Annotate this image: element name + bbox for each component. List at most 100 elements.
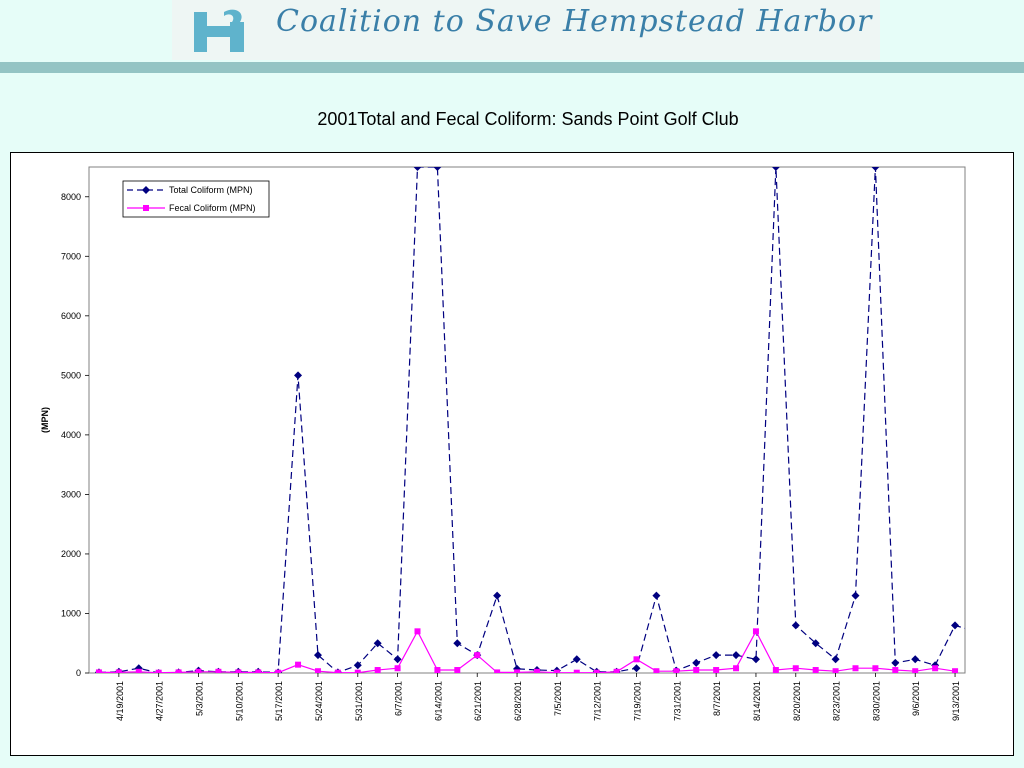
chart-frame: 0 1000 2000 3000 4000 5000 6000 7000 8000 4/19/2… (10, 152, 1014, 756)
chart-title: 2001Total and Fecal Coliform: Sands Poin… (317, 109, 739, 129)
y-tick-label: 4000 (61, 430, 81, 440)
data-point (433, 167, 442, 171)
data-point (652, 591, 661, 600)
data-point (891, 658, 900, 667)
data-point (771, 167, 780, 171)
x-tick-label: 7/31/2001 (672, 681, 682, 721)
data-point (772, 667, 779, 673)
data-point (792, 665, 799, 672)
data-point (374, 667, 381, 673)
x-tick-label: 8/30/2001 (871, 681, 881, 721)
data-point (553, 669, 560, 673)
data-point (633, 656, 640, 663)
x-tick-label: 6/14/2001 (433, 681, 443, 721)
data-point (713, 667, 720, 673)
data-point (393, 655, 402, 664)
data-point (791, 621, 800, 630)
data-point (493, 591, 502, 600)
hh-logo-icon (194, 9, 244, 52)
data-point (573, 669, 580, 673)
x-tick-label: 8/20/2001 (792, 681, 802, 721)
data-point (434, 667, 441, 673)
x-tick-label: 9/6/2001 (911, 681, 921, 716)
data-point (313, 651, 322, 660)
data-point (632, 664, 641, 673)
legend-fecal-label: Fecal Coliform (MPN) (169, 203, 256, 213)
data-point (115, 669, 122, 673)
x-tick-label: 8/23/2001 (832, 681, 842, 721)
x-tick-label: 7/19/2001 (633, 681, 643, 721)
data-point (912, 668, 919, 673)
data-point (294, 371, 303, 380)
data-point (831, 655, 840, 664)
data-point (314, 668, 321, 673)
data-point (95, 669, 102, 673)
y-axis-title: (MPN) (40, 407, 50, 433)
data-point (692, 658, 701, 667)
series-1 (95, 628, 959, 673)
data-point (872, 665, 879, 672)
y-tick-label: 6000 (61, 311, 81, 321)
data-point (413, 167, 422, 171)
data-point (852, 665, 859, 672)
x-tick-label: 9/13/2001 (951, 681, 961, 721)
org-name: Coalition to Save Hempstead Harbor (276, 4, 873, 39)
data-point (494, 669, 501, 673)
y-tick-label: 1000 (61, 608, 81, 618)
data-point (851, 591, 860, 600)
data-point (414, 628, 421, 635)
x-tick-label: 6/7/2001 (394, 681, 404, 716)
data-point (593, 669, 600, 673)
x-tick-label: 7/12/2001 (593, 681, 603, 721)
data-point (334, 669, 341, 673)
data-point (514, 669, 521, 673)
data-point (155, 669, 162, 673)
data-point (453, 639, 462, 648)
x-tick-label: 5/17/2001 (274, 681, 284, 721)
x-tick-label: 5/31/2001 (354, 681, 364, 721)
x-tick-label: 5/10/2001 (234, 681, 244, 721)
legend: Total Coliform (MPN) Fecal Coliform (MPN… (122, 180, 270, 218)
data-point (533, 668, 540, 673)
data-point (951, 621, 960, 630)
x-tick-label: 6/28/2001 (513, 681, 523, 721)
data-point (693, 667, 700, 673)
x-tick-label: 4/19/2001 (115, 681, 125, 721)
y-tick-label: 2000 (61, 549, 81, 559)
data-point (712, 651, 721, 660)
x-tick-label: 8/7/2001 (712, 681, 722, 716)
x-tick-label: 5/3/2001 (195, 681, 205, 716)
data-point (613, 668, 620, 673)
data-point (454, 667, 461, 673)
legend-fecal-marker (143, 205, 149, 211)
data-point (653, 668, 660, 673)
data-point (175, 669, 182, 673)
plot-area (88, 166, 966, 674)
data-point (354, 669, 361, 673)
data-point (971, 627, 979, 635)
data-point (275, 669, 282, 673)
data-point (811, 639, 820, 648)
series-line (99, 630, 956, 673)
data-point (871, 167, 880, 171)
data-point (751, 655, 760, 664)
data-point (135, 668, 142, 673)
data-point (195, 668, 202, 673)
data-point (952, 668, 959, 673)
data-point (911, 655, 920, 664)
header-divider-bar (0, 62, 1024, 73)
x-tick-label: 7/5/2001 (553, 681, 563, 716)
data-point (673, 668, 680, 673)
legend-total-label: Total Coliform (MPN) (169, 185, 253, 195)
x-tick-label: 8/14/2001 (752, 681, 762, 721)
data-point (215, 668, 222, 673)
data-point (892, 667, 899, 673)
data-point (572, 655, 581, 664)
data-point (812, 667, 819, 673)
data-point (732, 651, 741, 660)
series-line (98, 167, 965, 673)
data-point (832, 668, 839, 673)
data-point (295, 661, 302, 668)
data-point (752, 628, 759, 635)
y-axis: 0 1000 2000 3000 4000 5000 6000 7000 8000 (61, 192, 89, 678)
